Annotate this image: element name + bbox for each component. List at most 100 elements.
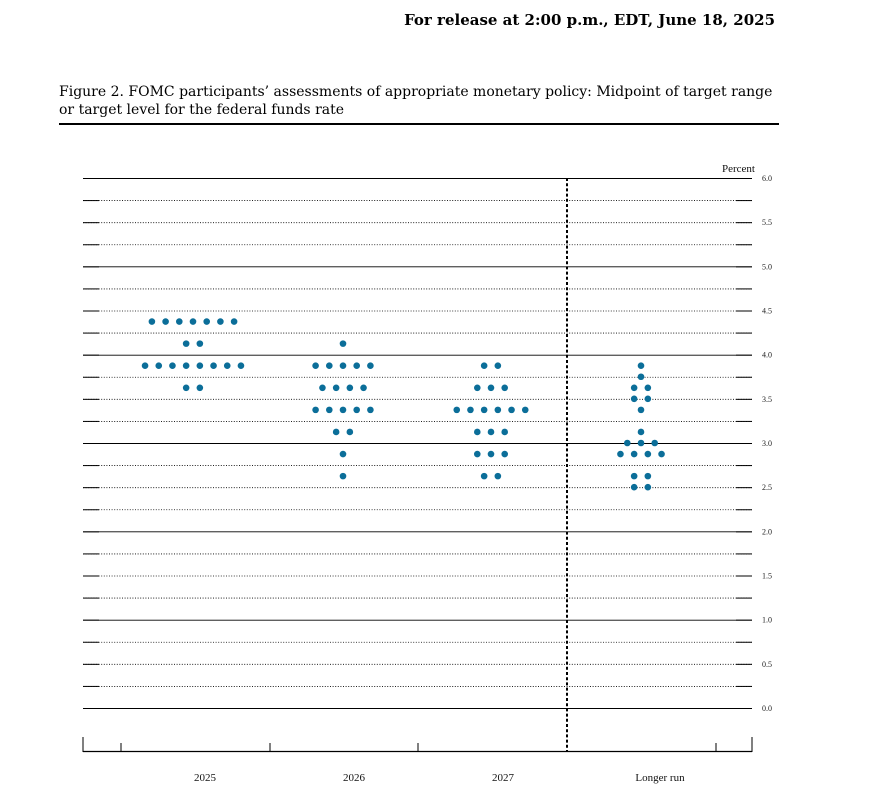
dot-point (196, 340, 204, 347)
dot-point (651, 439, 658, 447)
dot-point (353, 406, 361, 414)
dot-point (521, 406, 529, 414)
dot-point (346, 384, 354, 392)
dot-point (182, 384, 190, 392)
dot-point (237, 362, 245, 370)
dot-point (196, 384, 204, 392)
y-tick-label: 0.5 (762, 660, 772, 669)
dot-point (182, 340, 190, 347)
dot-point (637, 373, 645, 381)
dot-point (474, 450, 481, 458)
dot-point (230, 318, 238, 325)
dot-point (148, 318, 156, 325)
dot-point (360, 384, 367, 392)
dot-point (644, 450, 652, 458)
dot-point (155, 362, 163, 370)
dot-point (644, 384, 652, 392)
y-tick-label: 1.5 (762, 572, 772, 581)
dot-point (346, 428, 354, 436)
dot-point (630, 450, 638, 458)
dot-point (332, 428, 340, 436)
y-tick-label: 4.5 (762, 307, 772, 316)
caption-rule (59, 123, 779, 125)
dot-point (196, 362, 204, 370)
dot-point (326, 406, 333, 414)
dot-point (169, 362, 176, 370)
x-category-label: Longer run (635, 772, 685, 784)
y-tick-label: 6.0 (762, 174, 772, 183)
dot-point (312, 362, 319, 370)
dot-point (339, 472, 347, 480)
dot-point (339, 406, 347, 414)
dot-point (487, 384, 495, 392)
release-notice: For release at 2:00 p.m., EDT, June 18, … (404, 11, 775, 29)
y-tick-label: 1.0 (762, 616, 772, 625)
dot-point (141, 362, 149, 370)
dot-point (176, 318, 183, 325)
x-category-label: 2025 (194, 772, 217, 784)
dot-point (644, 483, 652, 491)
unit-label: Percent (722, 163, 755, 175)
dot-point (217, 318, 224, 325)
dot-point (467, 406, 474, 414)
dot-point (189, 318, 197, 325)
dot-point (630, 395, 638, 403)
dot-point (508, 406, 515, 414)
dot-point (617, 450, 624, 458)
figure-caption: Figure 2. FOMC participants’ assessments… (59, 84, 773, 118)
dot-point (644, 472, 652, 480)
y-tick-label: 0.0 (762, 704, 772, 713)
y-tick-label: 5.5 (762, 218, 772, 227)
dot-point (501, 428, 509, 436)
dot-point (319, 384, 326, 392)
dot-point (339, 450, 347, 458)
dot-point (367, 362, 374, 370)
dot-point (637, 428, 645, 436)
y-tick-label: 5.0 (762, 262, 772, 271)
dot-point (487, 450, 495, 458)
dot-point (658, 450, 665, 458)
dot-point (312, 406, 319, 414)
dot-point (480, 406, 488, 414)
dot-point (162, 318, 169, 325)
dot-point (637, 439, 645, 447)
dot-point (480, 362, 488, 370)
dot-point (474, 384, 481, 392)
dot-point (480, 472, 488, 480)
dot-point (367, 406, 374, 414)
dot-point (644, 395, 652, 403)
y-tick-label: 3.0 (762, 439, 772, 448)
dot-point (474, 428, 481, 436)
y-tick-label: 2.0 (762, 527, 772, 536)
dot-point (501, 450, 509, 458)
dot-point (501, 384, 509, 392)
dot-point (624, 439, 631, 447)
x-category-label: 2027 (492, 772, 515, 784)
dot-point (494, 362, 502, 370)
dot-point (210, 362, 217, 370)
dot-point (494, 472, 502, 480)
dot-point (630, 384, 638, 392)
dot-point (332, 384, 340, 392)
x-category-label: 2026 (343, 772, 366, 784)
dot-point (182, 362, 190, 370)
dot-point (453, 406, 461, 414)
dot-point (339, 362, 347, 370)
y-axis: 0.0 0.5 1.0 1.5 2.0 2.5 3.0 3.5 4.0 4.5 5.0 5.5 6.0 (83, 174, 772, 713)
dot-point (223, 362, 231, 370)
y-tick-label: 2.5 (762, 483, 772, 492)
dot-point (203, 318, 210, 325)
y-tick-label: 3.5 (762, 395, 772, 404)
gridlines (83, 178, 752, 751)
dot-point (487, 428, 495, 436)
dot-point (326, 362, 333, 370)
dot-point (637, 406, 645, 414)
dot-point (630, 483, 638, 491)
dot-point (630, 472, 638, 480)
dot-point (494, 406, 502, 414)
y-tick-label: 4.0 (762, 351, 772, 360)
dot-series (141, 318, 665, 491)
dot-point (637, 362, 645, 370)
dot-point (339, 340, 347, 347)
